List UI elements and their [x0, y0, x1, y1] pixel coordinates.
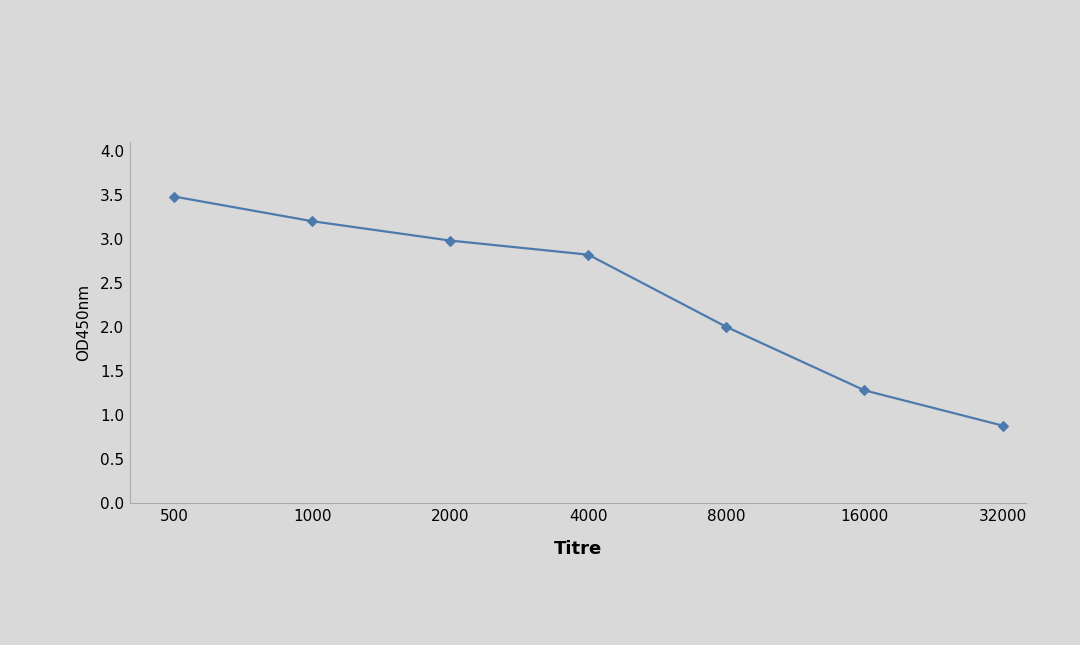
Y-axis label: OD450nm: OD450nm — [77, 284, 92, 361]
X-axis label: Titre: Titre — [554, 541, 602, 559]
